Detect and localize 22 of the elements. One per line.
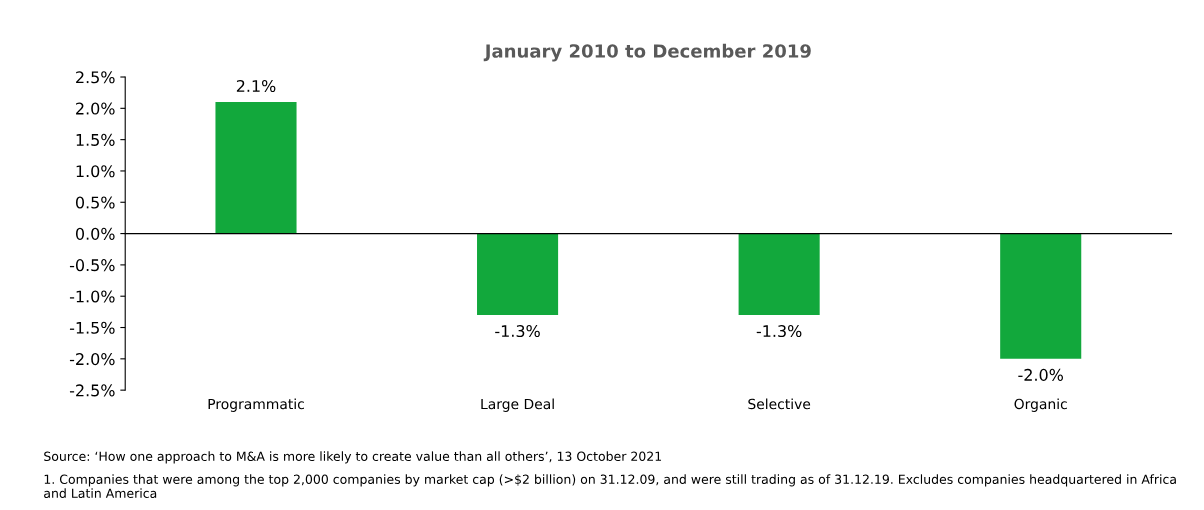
source-note: Source: ‘How one approach to M&A is more likely to create value than all others’, 13 October 2021 — [44, 451, 662, 464]
y-tick-label: 1.5% — [76, 133, 115, 146]
chart-title: January 2010 to December 2019 — [483, 43, 811, 62]
x-tick-label: Programmatic — [208, 398, 304, 412]
y-tick-label: -1.5% — [69, 321, 115, 334]
y-tick-label: 0.0% — [75, 227, 115, 240]
y-tick-label: 1.0% — [76, 165, 115, 178]
x-tick-label: Organic — [1014, 398, 1067, 412]
data-label: -1.3% — [495, 325, 540, 338]
data-label: -1.3% — [756, 325, 802, 338]
x-tick-label: Selective — [748, 398, 811, 410]
data-label: 2.1% — [236, 79, 276, 93]
x-tick-label: Large Deal — [481, 398, 554, 412]
y-tick-label: -1.0% — [69, 290, 115, 303]
y-tick-label: 2.0% — [76, 102, 115, 115]
y-tick-label: 0.5% — [75, 196, 115, 209]
y-tick-label: -2.5% — [69, 384, 115, 397]
y-tick-label: -2.0% — [69, 353, 115, 366]
y-tick-label: 2.5% — [76, 71, 115, 84]
data-label: -2.0% — [1018, 368, 1063, 381]
y-tick-label: -0.5% — [69, 259, 115, 272]
text: 1. Companies that were among the top 2,000 companies by market cap (>$2 billion) on 31.12.09, and were still trading as of 31.12.19. Excludes companies headquartered in Africa and Latin America — [44, 474, 1176, 498]
